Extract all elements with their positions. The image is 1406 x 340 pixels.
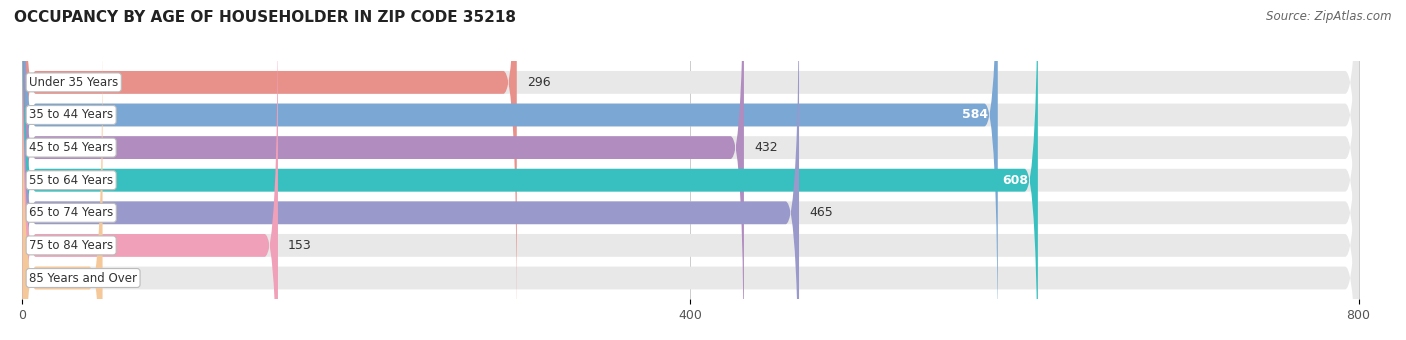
Text: 35 to 44 Years: 35 to 44 Years [30, 108, 114, 121]
Text: 75 to 84 Years: 75 to 84 Years [30, 239, 114, 252]
FancyBboxPatch shape [22, 0, 278, 340]
FancyBboxPatch shape [22, 0, 998, 340]
Text: OCCUPANCY BY AGE OF HOUSEHOLDER IN ZIP CODE 35218: OCCUPANCY BY AGE OF HOUSEHOLDER IN ZIP C… [14, 10, 516, 25]
Text: 432: 432 [754, 141, 778, 154]
Text: 45 to 54 Years: 45 to 54 Years [30, 141, 114, 154]
Text: 465: 465 [808, 206, 832, 219]
FancyBboxPatch shape [22, 0, 799, 340]
FancyBboxPatch shape [22, 0, 1358, 340]
Text: 296: 296 [527, 76, 550, 89]
Text: 584: 584 [962, 108, 988, 121]
FancyBboxPatch shape [22, 0, 1358, 340]
Text: 153: 153 [288, 239, 312, 252]
FancyBboxPatch shape [22, 0, 517, 332]
FancyBboxPatch shape [22, 0, 1358, 340]
Text: Source: ZipAtlas.com: Source: ZipAtlas.com [1267, 10, 1392, 23]
FancyBboxPatch shape [22, 0, 1358, 332]
Text: 55 to 64 Years: 55 to 64 Years [30, 174, 114, 187]
Text: Under 35 Years: Under 35 Years [30, 76, 118, 89]
Text: 608: 608 [1002, 174, 1028, 187]
FancyBboxPatch shape [22, 0, 1038, 340]
FancyBboxPatch shape [22, 0, 1358, 340]
FancyBboxPatch shape [22, 0, 744, 340]
FancyBboxPatch shape [22, 0, 1358, 340]
FancyBboxPatch shape [22, 29, 1358, 340]
Text: 48: 48 [112, 272, 128, 285]
Text: 65 to 74 Years: 65 to 74 Years [30, 206, 114, 219]
Text: 85 Years and Over: 85 Years and Over [30, 272, 138, 285]
FancyBboxPatch shape [22, 29, 103, 340]
